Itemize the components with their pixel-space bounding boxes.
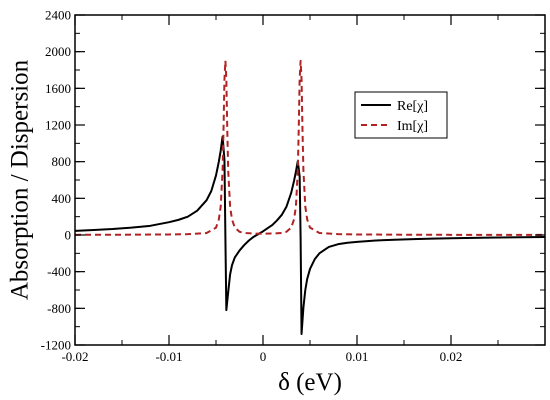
y-axis-title: Absorption / Dispersion bbox=[7, 59, 34, 300]
legend: Re[χ] Im[χ] bbox=[354, 91, 448, 139]
y-tick-label: 0 bbox=[65, 228, 72, 243]
y-tick-label: -1200 bbox=[41, 338, 71, 353]
y-tick-label: 1200 bbox=[45, 118, 71, 133]
x-tick-label: 0.02 bbox=[440, 349, 463, 364]
x-axis-title: δ (eV) bbox=[278, 369, 342, 396]
axes: -0.02 -0.01 0 0.01 0.02 -1200 -800 -400 0 400 800 1… bbox=[41, 8, 546, 364]
legend-label: Re[χ] bbox=[397, 99, 428, 114]
y-tick-label: 800 bbox=[52, 154, 72, 169]
series-line-re-chi bbox=[75, 135, 545, 335]
x-tick-label: 0.01 bbox=[346, 349, 369, 364]
y-tick-label: -400 bbox=[47, 264, 71, 279]
y-tick-label: 1600 bbox=[45, 81, 71, 96]
y-tick-label: 400 bbox=[52, 191, 72, 206]
x-tick-label: -0.02 bbox=[61, 349, 88, 364]
x-tick-label: 0 bbox=[260, 349, 267, 364]
legend-label: Im[χ] bbox=[397, 119, 428, 134]
x-tick-label: -0.01 bbox=[155, 349, 182, 364]
legend-box bbox=[354, 91, 448, 139]
y-tick-label: 2000 bbox=[45, 44, 71, 59]
y-tick-label: -800 bbox=[47, 301, 71, 316]
y-tick-label: 2400 bbox=[45, 8, 71, 23]
plot-area bbox=[75, 59, 545, 335]
